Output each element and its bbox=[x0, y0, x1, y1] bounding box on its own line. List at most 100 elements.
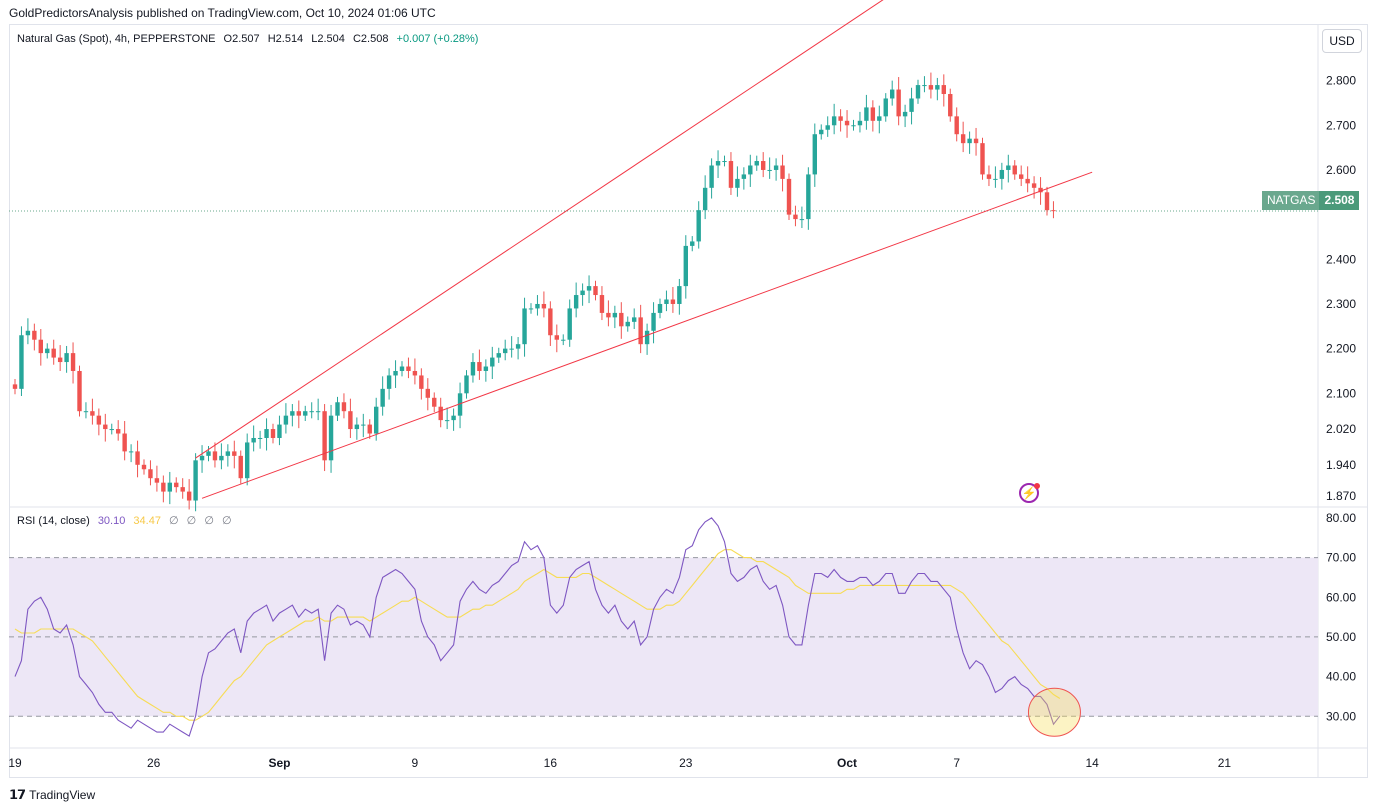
price-tick-label: 2.600 bbox=[1326, 163, 1356, 177]
trendline bbox=[201, 171, 1093, 499]
candle-body bbox=[1031, 183, 1037, 188]
price-tick-label: 2.800 bbox=[1326, 74, 1356, 88]
candle-body bbox=[722, 161, 727, 163]
rsi-tick-label: 70.00 bbox=[1326, 551, 1356, 565]
candle-body bbox=[328, 415, 334, 461]
candle-body bbox=[741, 174, 747, 179]
candle-body bbox=[496, 353, 501, 358]
candle-body bbox=[154, 478, 160, 483]
time-tick-label: 26 bbox=[147, 756, 161, 770]
candle-body bbox=[548, 308, 553, 336]
candle-body bbox=[935, 85, 940, 90]
candle-body bbox=[270, 429, 276, 438]
candle-body bbox=[786, 178, 792, 215]
legend-open: O2.507 bbox=[223, 33, 260, 45]
candle-body bbox=[335, 402, 340, 416]
candle-body bbox=[90, 411, 95, 416]
rsi-label[interactable]: RSI (14, close) bbox=[17, 515, 90, 527]
candle-body bbox=[296, 411, 301, 416]
candle-body bbox=[419, 375, 424, 389]
candle-body bbox=[406, 366, 411, 371]
candle-body bbox=[290, 411, 295, 416]
candle-body bbox=[573, 295, 579, 309]
candle-body bbox=[586, 286, 592, 291]
rsi-tick-label: 60.00 bbox=[1326, 590, 1356, 604]
candle-body bbox=[32, 330, 37, 340]
candle-body bbox=[973, 138, 979, 144]
time-tick-label: 16 bbox=[544, 756, 558, 770]
candle-body bbox=[509, 348, 514, 350]
rsi-extra: ∅ bbox=[204, 515, 214, 527]
candle-body bbox=[967, 138, 972, 144]
candle-body bbox=[593, 286, 598, 296]
time-tick-label: Oct bbox=[837, 756, 857, 770]
chart-frame bbox=[9, 24, 1368, 778]
rsi-value: 30.10 bbox=[97, 515, 126, 527]
rsi-band bbox=[9, 557, 1318, 717]
candle-body bbox=[535, 303, 540, 309]
footer-brand: TradingView bbox=[29, 788, 96, 802]
candle-body bbox=[709, 165, 714, 188]
candle-body bbox=[457, 393, 463, 416]
candle-body bbox=[141, 464, 147, 470]
trendline bbox=[195, 0, 884, 459]
candle-body bbox=[735, 178, 740, 188]
candle-body bbox=[748, 165, 753, 175]
rsi-line bbox=[14, 517, 1061, 737]
candle-body bbox=[754, 161, 759, 166]
candle-body bbox=[670, 299, 676, 304]
rsi-tick-label: 50.00 bbox=[1326, 630, 1356, 644]
legend-high: H2.514 bbox=[267, 33, 304, 45]
candle-body bbox=[799, 219, 805, 221]
price-tick-label: 2.700 bbox=[1326, 118, 1356, 132]
candle-body bbox=[625, 321, 630, 327]
candle-body bbox=[245, 442, 250, 479]
candle-body bbox=[773, 165, 779, 170]
candle-body bbox=[148, 469, 153, 479]
candle-body bbox=[825, 125, 830, 130]
rsi-extra: ∅ bbox=[169, 515, 179, 527]
candle-body bbox=[12, 384, 18, 389]
candle-body bbox=[651, 312, 656, 331]
candle-body bbox=[238, 455, 243, 479]
published-line: GoldPredictorsAnalysis published on Trad… bbox=[9, 6, 436, 20]
candle-body bbox=[960, 134, 966, 144]
candle-body bbox=[632, 317, 637, 322]
candle-body bbox=[819, 129, 824, 135]
candle-body bbox=[1006, 165, 1011, 170]
currency-button[interactable]: USD bbox=[1322, 29, 1362, 53]
legend-symbol[interactable]: Natural Gas (Spot), 4h, PEPPERSTONE bbox=[17, 33, 216, 45]
candle-body bbox=[1038, 187, 1043, 193]
lightning-icon[interactable]: ⚡ bbox=[1019, 483, 1040, 503]
candle-body bbox=[219, 455, 224, 461]
candle-body bbox=[309, 411, 314, 413]
main-legend: Natural Gas (Spot), 4h, PEPPERSTONE O2.5… bbox=[17, 33, 483, 45]
candle-body bbox=[83, 411, 89, 413]
footer: 𝟭𝟳 TradingView bbox=[9, 787, 95, 803]
candle-body bbox=[870, 107, 876, 121]
candle-body bbox=[1012, 165, 1017, 175]
candle-body bbox=[728, 161, 734, 188]
candle-body bbox=[761, 161, 766, 170]
legend-change: +0.007 (+0.28%) bbox=[396, 33, 479, 45]
candle-body bbox=[477, 362, 482, 371]
candle-body bbox=[877, 116, 882, 121]
candle-body bbox=[303, 411, 308, 416]
candle-body bbox=[470, 362, 476, 376]
candle-body bbox=[915, 85, 921, 99]
candle-body bbox=[851, 125, 856, 127]
candle-body bbox=[554, 335, 559, 340]
candle-body bbox=[212, 451, 218, 461]
candle-body bbox=[644, 330, 650, 345]
candle-body bbox=[199, 455, 205, 461]
candle-body bbox=[232, 451, 237, 456]
candle-body bbox=[367, 424, 372, 434]
candle-body bbox=[980, 143, 985, 175]
time-tick-label: 7 bbox=[953, 756, 960, 770]
time-tick-label: 23 bbox=[679, 756, 693, 770]
candle-body bbox=[657, 303, 663, 313]
candle-body bbox=[264, 429, 269, 438]
candle-body bbox=[425, 388, 430, 398]
price-tick-label: 2.200 bbox=[1326, 342, 1356, 356]
